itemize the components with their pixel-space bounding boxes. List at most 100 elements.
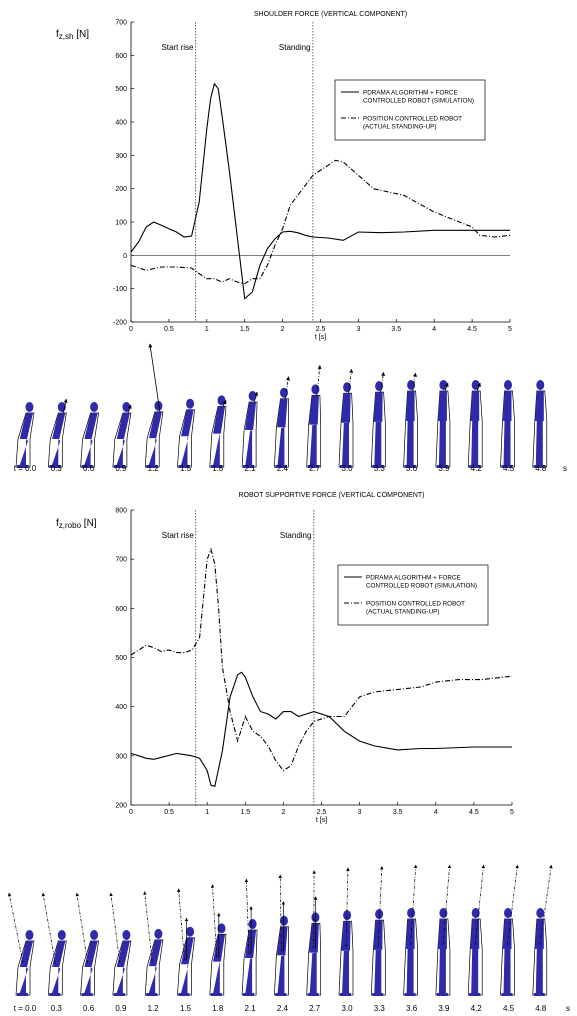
figure-legs [148, 966, 157, 995]
time-label: 4.8 [535, 1004, 547, 1013]
human-figure [306, 365, 322, 468]
time-label: 1.8 [212, 464, 224, 473]
figure-head [375, 381, 384, 392]
figure-legs [406, 421, 414, 467]
y-tick-label: 100 [115, 220, 127, 227]
chart-title: ROBOT SUPPORTIVE FORCE (VERTICAL COMPONE… [238, 492, 424, 499]
time-label: 1.8 [212, 1004, 224, 1013]
figure-head [122, 402, 131, 412]
figure-legs [245, 430, 253, 467]
figure-head [90, 930, 99, 940]
figure-feet [404, 465, 416, 468]
human-figure [532, 864, 553, 996]
time-label: 2.7 [309, 1004, 321, 1013]
figure-feet [307, 465, 319, 468]
figure-legs [277, 427, 285, 467]
series-line-2 [130, 159, 511, 285]
figure-torso [213, 406, 225, 434]
legend-label: CONTROLLED ROBOT (SIMULATION) [366, 583, 477, 590]
figure-head [25, 930, 34, 940]
y-axis-label: fz,sh [N] [56, 29, 89, 41]
chart-1: SHOULDER FORCE (VERTICAL COMPONENT) fz,sh… [56, 11, 512, 341]
time-label: 3.0 [341, 1004, 353, 1013]
human-figure [467, 864, 486, 996]
x-tick-label: 0 [129, 809, 133, 816]
legend-label: PDRAMA ALGORITHM + FORCE [363, 90, 458, 97]
y-tick-label: 200 [115, 803, 127, 810]
time-label: 2.1 [245, 1004, 257, 1013]
force-arrow [412, 372, 417, 392]
figure-torso [502, 391, 512, 421]
figure-feet [340, 465, 351, 468]
chart-title: SHOULDER FORCE (VERTICAL COMPONENT) [254, 11, 407, 18]
figure-legs [245, 958, 253, 995]
figure-feet [178, 993, 190, 996]
x-tick-label: 3.5 [391, 326, 401, 333]
human-figure [177, 398, 195, 468]
figure-head [504, 380, 512, 390]
time-label: 0.3 [51, 464, 63, 473]
figure-feet [81, 993, 93, 996]
human-figure [338, 867, 354, 996]
legend-label: POSITION CONTROLLED ROBOT [363, 116, 462, 123]
y-tick-label: -100 [113, 286, 127, 293]
figure-legs [342, 422, 349, 467]
figure-torso [116, 941, 130, 967]
time-label: 0.9 [115, 1004, 127, 1013]
time-label: 0.3 [51, 1004, 63, 1013]
figure-torso [341, 921, 351, 951]
human-figure [41, 892, 67, 996]
figure-legs [180, 436, 189, 467]
figure-feet [113, 993, 125, 996]
figure-legs [115, 967, 125, 995]
x-tick-label: 0 [129, 326, 133, 333]
time-label: 3.0 [341, 464, 353, 473]
figure-feet [469, 465, 481, 468]
figure-legs [503, 949, 511, 995]
annotation-label: Standing [279, 43, 311, 52]
support-arrow [345, 867, 350, 947]
series-line-1 [130, 671, 512, 787]
figure-legs [277, 955, 285, 995]
figure-head [536, 380, 545, 390]
figure-legs [406, 949, 414, 995]
x-tick-label: 2 [281, 809, 285, 816]
figure-legs [438, 421, 446, 467]
legend-label: POSITION CONTROLLED ROBOT [366, 601, 465, 608]
figure-feet [146, 993, 158, 996]
figure-feet [178, 465, 190, 468]
figure-torso [116, 413, 130, 439]
figure-legs [148, 438, 157, 467]
annotation-label: Standing [280, 531, 312, 540]
human-figure [435, 864, 452, 996]
x-tick-label: 5 [508, 326, 512, 333]
x-tick-label: 1.5 [240, 809, 250, 816]
figure-head [471, 380, 480, 390]
x-tick-label: 4.5 [467, 326, 477, 333]
time-label: 1.2 [148, 464, 160, 473]
support-arrow [143, 891, 153, 963]
figure-feet [436, 465, 448, 468]
y-tick-label: 700 [115, 20, 127, 27]
x-tick-label: 1 [205, 326, 209, 333]
x-tick-label: 0.5 [164, 326, 174, 333]
y-tick-label: -200 [113, 320, 127, 327]
figure-torso [405, 919, 415, 949]
figure-torso [309, 395, 319, 425]
time-label: 3.3 [374, 1004, 386, 1013]
series-line-2 [130, 547, 513, 772]
y-tick-label: 200 [115, 186, 127, 193]
figure-torso [19, 941, 33, 967]
time-label: 0.6 [83, 464, 95, 473]
time-label: 3.3 [374, 464, 386, 473]
figure-head [217, 923, 226, 934]
human-figure [143, 891, 164, 996]
figure-torso [52, 413, 66, 439]
figure-feet [340, 993, 351, 996]
time-label: 0.9 [115, 464, 127, 473]
figure-torso [148, 411, 162, 439]
figure-head [154, 928, 163, 939]
x-tick-label: 4.5 [469, 809, 479, 816]
time-label: 3.9 [438, 1004, 450, 1013]
x-tick-label: 5 [510, 809, 514, 816]
